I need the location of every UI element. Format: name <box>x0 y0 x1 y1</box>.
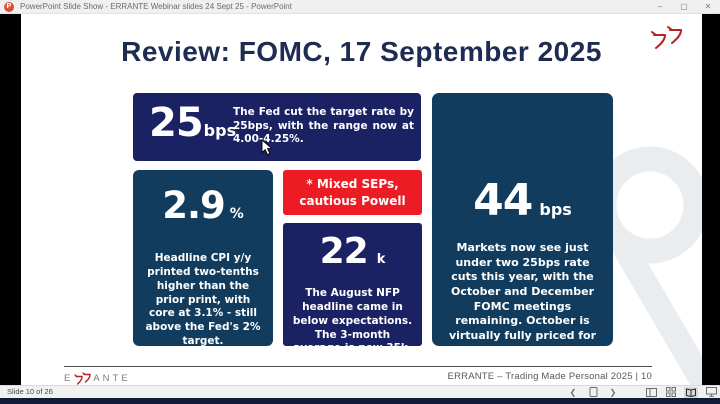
footer-logo-suffix: ANTE <box>93 372 131 384</box>
slide-indicator: Slide 10 of 26 <box>7 387 53 396</box>
card-nfp: 22 k The August NFP headline came in bel… <box>283 223 422 354</box>
seps-line-2: cautious Powell <box>299 193 406 208</box>
rate-cut-unit: bps <box>203 121 237 140</box>
slideshow-letterbox: Review: FOMC, 17 September 2025 25 bps T… <box>0 14 720 385</box>
status-bar: Slide 10 of 26 ❮ ❯ <box>0 385 720 398</box>
footer-logo-prefix: E <box>64 372 74 384</box>
window-title: PowerPoint Slide Show - ERRANTE Webinar … <box>20 2 292 11</box>
seps-line-1: * Mixed SEPs, <box>306 177 399 192</box>
errante-footer-logo: E ANTE <box>64 370 131 385</box>
maximize-icon[interactable]: ▢ <box>680 2 688 11</box>
window-controls: – ▢ ✕ <box>648 0 720 14</box>
slideshow-view-icon[interactable] <box>704 387 718 398</box>
cpi-value: 2.9 % <box>133 184 273 227</box>
bottom-accent-strip <box>0 398 720 404</box>
rate-path-number: 44 <box>473 175 533 226</box>
errante-logo-mark-small-icon <box>74 371 92 385</box>
slide-canvas[interactable]: Review: FOMC, 17 September 2025 25 bps T… <box>21 14 702 385</box>
mouse-cursor <box>261 139 273 156</box>
slide-title: Review: FOMC, 17 September 2025 <box>121 36 602 67</box>
close-icon[interactable]: ✕ <box>704 2 712 11</box>
rate-path-description: Markets now see just under two 25bps rat… <box>448 241 597 357</box>
rate-path-value: 44 bps <box>432 175 613 226</box>
reading-view-icon[interactable] <box>684 386 698 398</box>
card-seps: * Mixed SEPs, cautious Powell <box>283 170 422 215</box>
nfp-description: The August NFP headline came in below ex… <box>292 287 413 355</box>
minimize-icon[interactable]: – <box>657 2 663 11</box>
previous-slide-icon[interactable]: ❮ <box>569 387 577 397</box>
rate-path-unit: bps <box>539 200 572 219</box>
nfp-unit: k <box>376 252 386 267</box>
slide-menu-icon[interactable] <box>586 387 600 398</box>
cpi-unit: % <box>229 206 244 222</box>
rate-cut-number: 25 <box>149 100 204 146</box>
cpi-description: Headline CPI y/y printed two-tenths high… <box>145 252 261 348</box>
rate-cut-value: 25 bps <box>149 101 236 145</box>
slide-sorter-view-icon[interactable] <box>664 387 678 398</box>
nfp-value: 22 k <box>283 231 422 272</box>
window-titlebar: P PowerPoint Slide Show - ERRANTE Webina… <box>0 0 720 14</box>
next-slide-icon[interactable]: ❯ <box>609 387 617 397</box>
rate-cut-description: The Fed cut the target rate by 25bps, wi… <box>233 106 414 146</box>
card-rate-cut: 25 bps The Fed cut the target rate by 25… <box>133 93 421 161</box>
errante-logo-mark-icon <box>651 26 682 49</box>
footer-divider <box>64 366 652 367</box>
normal-view-icon[interactable] <box>644 387 658 398</box>
card-rate-path: 44 bps Markets now see just under two 25… <box>432 93 613 356</box>
status-bar-controls: ❮ ❯ <box>566 386 718 398</box>
card-cpi: 2.9 % Headline CPI y/y printed two-tenth… <box>133 170 273 348</box>
nfp-number: 22 <box>319 231 369 272</box>
powerpoint-app-icon: P <box>4 2 14 12</box>
cpi-number: 2.9 <box>162 184 226 227</box>
footer-tagline: ERRANTE – Trading Made Personal 2025 | 1… <box>447 371 652 382</box>
